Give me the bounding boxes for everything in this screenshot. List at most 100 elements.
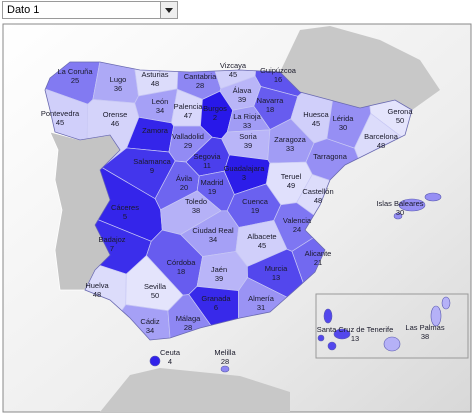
province-name: Valladolid <box>172 132 204 141</box>
africa <box>100 368 290 412</box>
province-name: Cantabria <box>184 72 217 81</box>
province-name: Pontevedra <box>41 109 80 118</box>
province <box>167 294 253 340</box>
province-value: 3 <box>242 173 246 182</box>
province-value: 49 <box>287 181 295 190</box>
province-value: 48 <box>93 290 101 299</box>
province-name: Ceuta <box>160 348 181 357</box>
province-value: 50 <box>151 291 159 300</box>
province-name: Cuenca <box>242 197 269 206</box>
province-name: Huelva <box>85 281 109 290</box>
island <box>430 305 442 327</box>
province-name: Jaén <box>211 265 227 274</box>
province-value: 19 <box>208 187 216 196</box>
province-name: Huesca <box>303 110 329 119</box>
province-name: Palencia <box>174 102 204 111</box>
province-value: 20 <box>180 183 188 192</box>
province-value: 6 <box>214 303 218 312</box>
province-name: Ávila <box>176 174 193 183</box>
province-value: 24 <box>293 225 301 234</box>
province-name: Madrid <box>201 178 224 187</box>
province-name: Alicante <box>305 249 332 258</box>
province-value: 18 <box>266 105 274 114</box>
province-value: 38 <box>192 206 200 215</box>
province-name: Melilla <box>214 348 236 357</box>
province-value: 21 <box>314 258 322 267</box>
province-name: Castellón <box>302 187 333 196</box>
province-value: 45 <box>56 118 64 127</box>
province-value: 48 <box>151 79 159 88</box>
island <box>317 334 325 342</box>
province-name: Ciudad Real <box>192 226 234 235</box>
province-name: Santa Cruz de Tenerife <box>317 325 394 334</box>
province-value: 48 <box>314 196 322 205</box>
island <box>383 336 401 352</box>
province-value: 39 <box>238 95 246 104</box>
province-value: 48 <box>377 141 385 150</box>
province-value: 38 <box>421 332 429 341</box>
island <box>323 308 333 324</box>
province-value: 30 <box>396 208 404 217</box>
province-name: Las Palmas <box>405 323 444 332</box>
province-name: Murcia <box>265 264 288 273</box>
province-value: 25 <box>71 76 79 85</box>
coastline <box>44 61 413 341</box>
province-value: 45 <box>312 119 320 128</box>
province-value: 33 <box>243 121 251 130</box>
province-value: 5 <box>123 212 127 221</box>
province-value: 28 <box>221 357 229 366</box>
province-value: 28 <box>184 323 192 332</box>
province-value: 18 <box>177 267 185 276</box>
province-name: Vizcaya <box>220 61 247 70</box>
province-name: Málaga <box>176 314 201 323</box>
province-value: 31 <box>257 303 265 312</box>
province <box>50 304 177 340</box>
province-name: Gerona <box>387 107 413 116</box>
province-value: 45 <box>229 70 237 79</box>
province-value: 34 <box>209 235 217 244</box>
province-name: Guipúzcoa <box>260 66 297 75</box>
province-value: 28 <box>196 81 204 90</box>
province-value: 30 <box>339 123 347 132</box>
province-value: 50 <box>396 116 404 125</box>
province-value: 19 <box>251 206 259 215</box>
province-value: 16 <box>274 75 282 84</box>
province-name: Salamanca <box>133 157 171 166</box>
province-name: Islas Baleares <box>376 199 423 208</box>
island <box>220 365 230 373</box>
province-value: 11 <box>203 161 211 170</box>
province-name: Cáceres <box>111 203 139 212</box>
province-name: Toledo <box>185 197 207 206</box>
province-name: Asturias <box>141 70 168 79</box>
province-name: Granada <box>201 294 231 303</box>
province-name: Albacete <box>247 232 276 241</box>
dropdown-button[interactable] <box>160 2 177 18</box>
province-value: 39 <box>244 141 252 150</box>
province-name: La Rioja <box>233 112 261 121</box>
province-name: Sevilla <box>144 282 167 291</box>
province-name: Burgos <box>203 104 227 113</box>
province-value: 9 <box>150 166 154 175</box>
province-name: León <box>152 97 169 106</box>
island <box>441 296 451 310</box>
island <box>424 192 442 202</box>
province-name: Zamora <box>142 126 169 135</box>
province-name: Navarra <box>257 96 285 105</box>
province-value: 7 <box>110 244 114 253</box>
province-name: Teruel <box>281 172 302 181</box>
province-value: 4 <box>168 357 172 366</box>
province-value: 13 <box>351 334 359 343</box>
province-value: 46 <box>111 119 119 128</box>
province-name: Soria <box>239 132 257 141</box>
province-name: Álava <box>233 86 253 95</box>
dropdown[interactable]: Dato 1 <box>2 1 178 19</box>
province-name: Valencia <box>283 216 312 225</box>
province-value: 13 <box>272 273 280 282</box>
canary-inset <box>315 293 469 359</box>
province-name: Lérida <box>333 114 355 123</box>
province-value: 34 <box>156 106 164 115</box>
island <box>333 328 351 340</box>
province-value: 34 <box>146 326 154 335</box>
